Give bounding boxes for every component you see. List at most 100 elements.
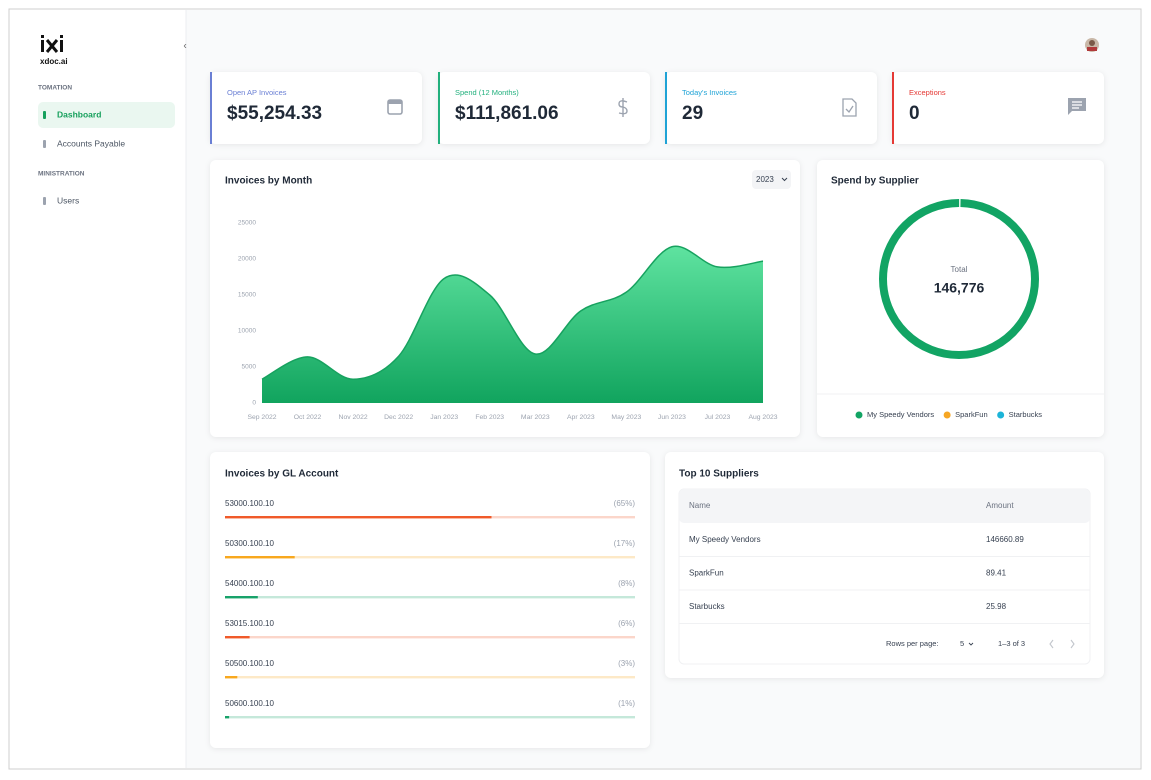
nav-icon <box>43 140 46 148</box>
legend-marker <box>997 411 1005 419</box>
icon-part <box>842 98 857 117</box>
gl-account-label: 50300.100.10 <box>225 539 274 548</box>
table-cell: SparkFun <box>689 569 724 578</box>
x-tick-label: Sep 2022 <box>247 414 276 421</box>
y-tick-label: 15000 <box>238 292 256 299</box>
section-heading: TOMATION <box>38 85 72 92</box>
year-selector[interactable] <box>752 170 791 189</box>
avatar[interactable] <box>1085 38 1099 52</box>
gl-percent-label: (8%) <box>618 579 635 588</box>
kpi-accent <box>665 72 667 144</box>
prev-page[interactable] <box>1049 639 1054 649</box>
kpi-icon <box>842 98 857 117</box>
progress-bar <box>225 516 492 519</box>
gl-account-label: 53000.100.10 <box>225 499 274 508</box>
y-tick-label: 0 <box>252 400 256 407</box>
collapse-toggle[interactable]: ‹ <box>183 41 186 52</box>
chart-title: Invoices by Month <box>225 176 312 187</box>
area-fill <box>262 246 763 403</box>
kpi-value: $111,861.06 <box>455 103 559 124</box>
x-tick-label: May 2023 <box>611 414 641 421</box>
kpi-label: Today's Invoices <box>682 88 737 97</box>
x-tick-label: Aug 2023 <box>748 414 777 421</box>
gl-account-label: 54000.100.10 <box>225 579 274 588</box>
year-selector-label[interactable]: 2023 <box>756 175 774 184</box>
kpi-accent <box>438 72 440 144</box>
progress-bar <box>225 716 230 719</box>
progress-track <box>225 556 635 559</box>
x-tick-label: Apr 2023 <box>567 414 595 421</box>
progress-bar <box>225 596 258 599</box>
table-title: Top 10 Suppliers <box>679 469 759 480</box>
x-tick-label: Jan 2023 <box>430 414 458 421</box>
gl-account-label: 50600.100.10 <box>225 699 274 708</box>
progress-track <box>225 676 635 679</box>
progress-bar <box>225 676 238 679</box>
legend-marker <box>855 411 863 419</box>
section-heading: MINISTRATION <box>38 171 85 178</box>
logo-icon <box>41 35 63 53</box>
kpi-label: Exceptions <box>909 88 946 97</box>
donut-segment <box>879 199 1039 359</box>
nav-item[interactable]: Dashboard <box>57 109 101 119</box>
table-header-bg <box>679 489 1090 523</box>
x-tick-label: Feb 2023 <box>475 414 504 421</box>
rows-per-page-label: Rows per page: <box>886 639 939 648</box>
progress-track <box>225 636 635 639</box>
gl-percent-label: (1%) <box>618 699 635 708</box>
icon-part <box>388 100 402 104</box>
legend-label: My Speedy Vendors <box>867 410 934 419</box>
dropdown-caret <box>781 177 788 182</box>
kpi-accent <box>210 72 212 144</box>
gl-percent-label: (17%) <box>614 539 636 548</box>
kpi-value: 29 <box>682 103 703 124</box>
kpi-card <box>210 72 422 144</box>
x-tick-label: Oct 2022 <box>294 414 322 421</box>
progress-bar <box>225 556 295 559</box>
nav-icon <box>43 197 46 205</box>
table-cell: My Speedy Vendors <box>689 535 761 544</box>
table-cell: Starbucks <box>689 602 725 611</box>
icon-part <box>618 98 628 117</box>
nav-active-bg <box>38 102 175 128</box>
kpi-card <box>665 72 877 144</box>
gl-percent-label: (65%) <box>614 499 636 508</box>
x-tick-label: Jul 2023 <box>705 414 731 421</box>
next-page[interactable] <box>1070 639 1075 649</box>
table-cell: 146660.89 <box>986 535 1024 544</box>
chart-title: Invoices by GL Account <box>225 469 339 480</box>
table-cell: 25.98 <box>986 602 1007 611</box>
kpi-card <box>892 72 1104 144</box>
y-tick-label: 10000 <box>238 328 256 335</box>
donut-center-value: 146,776 <box>934 280 985 296</box>
kpi-value: $55,254.33 <box>227 103 322 124</box>
gl-percent-label: (6%) <box>618 619 635 628</box>
table-cell: 89.41 <box>986 569 1007 578</box>
y-tick-label: 25000 <box>238 220 256 227</box>
nav-item[interactable]: Accounts Payable <box>57 138 125 148</box>
gl-percent-label: (3%) <box>618 659 635 668</box>
progress-track <box>225 716 635 719</box>
donut-center-label: Total <box>951 265 968 274</box>
rows-per-page-select[interactable]: 5 <box>960 639 964 648</box>
legend-label: Starbucks <box>1009 410 1043 419</box>
icon-part <box>1072 101 1082 109</box>
nav-icon <box>43 111 46 119</box>
kpi-label: Spend (12 Months) <box>455 88 519 97</box>
column-header: Amount <box>986 501 1014 510</box>
kpi-icon <box>387 99 403 115</box>
chart-card <box>817 160 1104 437</box>
column-header: Name <box>689 501 711 510</box>
logo-text: xdoc.ai <box>40 57 68 66</box>
kpi-icon <box>618 98 628 117</box>
nav-item[interactable]: Users <box>57 195 79 205</box>
kpi-label: Open AP Invoices <box>227 88 287 97</box>
gl-account-label: 53015.100.10 <box>225 619 274 628</box>
legend-label: SparkFun <box>955 410 988 419</box>
x-tick-label: Jun 2023 <box>658 414 686 421</box>
legend-marker <box>943 411 951 419</box>
select-caret <box>968 642 974 646</box>
kpi-accent <box>892 72 894 144</box>
